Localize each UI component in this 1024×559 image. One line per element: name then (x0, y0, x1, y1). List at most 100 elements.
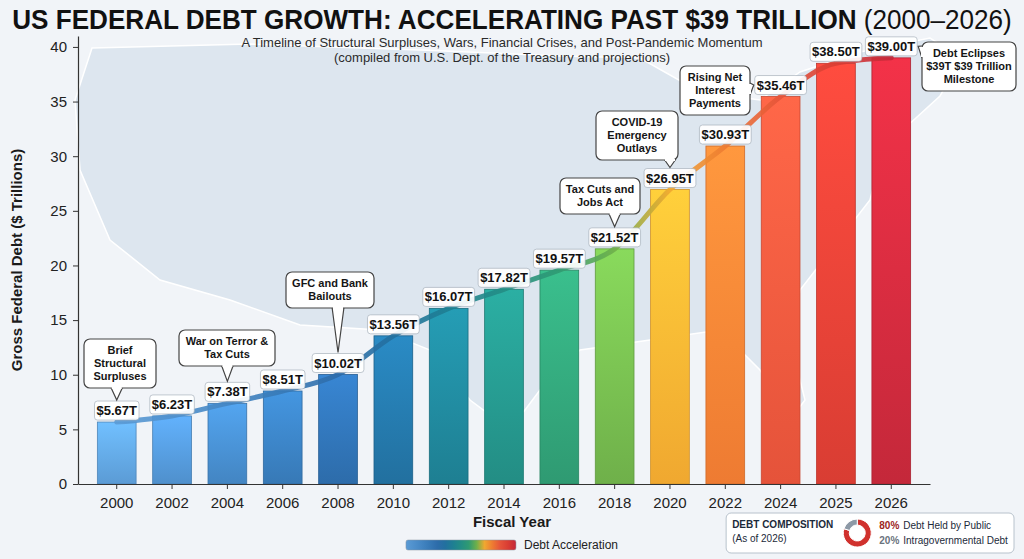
callout-line: Tax Cuts (204, 348, 250, 360)
legend-swatch (406, 540, 516, 550)
x-tick: 2016 (543, 484, 576, 511)
x-tick: 2002 (155, 484, 188, 511)
bar (817, 63, 856, 484)
callout-joint (921, 47, 923, 57)
x-tick: 2010 (377, 484, 410, 511)
callout-box (84, 339, 156, 388)
x-tick: 2025 (819, 484, 852, 511)
callout-line: Interest (695, 84, 735, 96)
x-tick: 2022 (709, 484, 742, 511)
callout: Rising NetInterestPayments (680, 66, 754, 115)
x-tick-mark (282, 484, 283, 489)
y-tick-label: 35 (50, 93, 67, 110)
composition-value: 20% (879, 535, 899, 546)
chart-title: US FEDERAL DEBT GROWTH: ACCELERATING PAS… (12, 5, 1012, 35)
bar (540, 270, 579, 484)
callout-line: Tax Cuts and (566, 183, 634, 195)
bar (651, 190, 690, 484)
callout-line: Rising Net (688, 71, 743, 83)
data-label-patch (589, 228, 641, 247)
x-tick-label: 2012 (432, 494, 465, 511)
bar (153, 416, 192, 484)
callout-text: Tax Cuts andJobs Act (566, 183, 634, 208)
callout-line: Milestone (944, 73, 995, 85)
data-label-patch (478, 268, 530, 287)
y-axis-line (78, 37, 79, 485)
y-tick-mark (73, 265, 78, 266)
x-tick-mark (338, 484, 339, 489)
callout: Tax Cuts andJobs Act (560, 178, 640, 227)
data-label-text: $39.00T (867, 39, 915, 54)
callout-joint (749, 84, 751, 94)
x-tick-mark (393, 484, 394, 489)
y-tick-mark (73, 211, 78, 212)
x-tick-label: 2006 (266, 494, 299, 511)
data-label: $26.95T (644, 169, 696, 188)
callout-box (560, 178, 640, 214)
data-label: $38.50T (810, 42, 862, 61)
composition-value: 80% (879, 520, 899, 531)
x-tick-mark (227, 484, 228, 489)
data-label-text: $26.95T (646, 171, 694, 186)
data-label-patch (699, 125, 751, 144)
bar (263, 391, 302, 484)
callout-joint (333, 307, 343, 309)
trend-line (117, 58, 892, 422)
bar (706, 146, 745, 484)
data-labels: $5.67T$6.23T$7.38T$8.51T$10.02T$13.56T$1… (94, 37, 917, 420)
data-label-patch (94, 401, 139, 420)
y-tick-label: 30 (50, 147, 67, 164)
data-label-patch (150, 395, 195, 414)
data-label: $30.93T (699, 125, 751, 144)
y-axis-title: Gross Federal Debt ($ Trillions) (8, 149, 25, 372)
callout-box (922, 42, 1016, 91)
x-tick-label: 2008 (321, 494, 354, 511)
y-tick-label: 5 (59, 421, 67, 438)
x-tick-mark (448, 484, 449, 489)
x-tick-label: 2016 (543, 494, 576, 511)
y-tick: 40 (50, 38, 78, 55)
y-tick-label: 20 (50, 257, 67, 274)
y-tick-mark (73, 429, 78, 430)
x-tick: 2004 (211, 484, 244, 511)
donut (843, 519, 871, 547)
x-tick-label: 2024 (764, 494, 797, 511)
data-label-patch (205, 382, 250, 401)
y-tick-mark (73, 156, 78, 157)
data-label: $21.52T (589, 228, 641, 247)
y-tick-label: 40 (50, 38, 67, 55)
callout-text: War on Terror &Tax Cuts (186, 335, 269, 360)
callout: BriefStructuralSurpluses (84, 339, 156, 400)
bar (761, 97, 800, 484)
data-label-text: $8.51T (262, 372, 303, 387)
y-tick: 20 (50, 257, 78, 274)
data-label: $8.51T (260, 370, 305, 389)
callouts: BriefStructuralSurpluses War on Terror &T… (84, 42, 1016, 400)
x-tick-mark (172, 484, 173, 489)
callout-text: BriefStructuralSurpluses (93, 344, 146, 382)
x-tick-mark (559, 484, 560, 489)
callout: GFC and BankBailouts (286, 272, 374, 353)
legend-label: Debt Acceleration (524, 538, 618, 552)
y-tick: 10 (50, 366, 78, 383)
chart-subtitle: A Timeline of Structural Surpluses, Wars… (241, 35, 762, 50)
bar (319, 375, 358, 484)
bar (97, 422, 136, 484)
x-tick: 2012 (432, 484, 465, 511)
composition-label: Debt Held by Public (903, 520, 991, 531)
callout-line: Bailouts (308, 290, 351, 302)
donut-slice (844, 519, 857, 531)
x-tick-label: 2022 (709, 494, 742, 511)
data-label-patch (312, 354, 364, 373)
y-tick-mark (73, 47, 78, 48)
callout: War on Terror &Tax Cuts (179, 330, 275, 381)
x-tick-mark (835, 484, 836, 489)
callout-line: Debt Eclipses (933, 47, 1005, 59)
callout-line: $39T $39 Trillion (926, 60, 1012, 72)
callout-pointer (221, 365, 233, 381)
data-label-text: $10.02T (314, 356, 362, 371)
data-label-patch (423, 287, 475, 306)
data-label: $6.23T (150, 395, 195, 414)
callout-line: COVID-19 (612, 116, 663, 128)
y-tick: 0 (59, 475, 78, 492)
